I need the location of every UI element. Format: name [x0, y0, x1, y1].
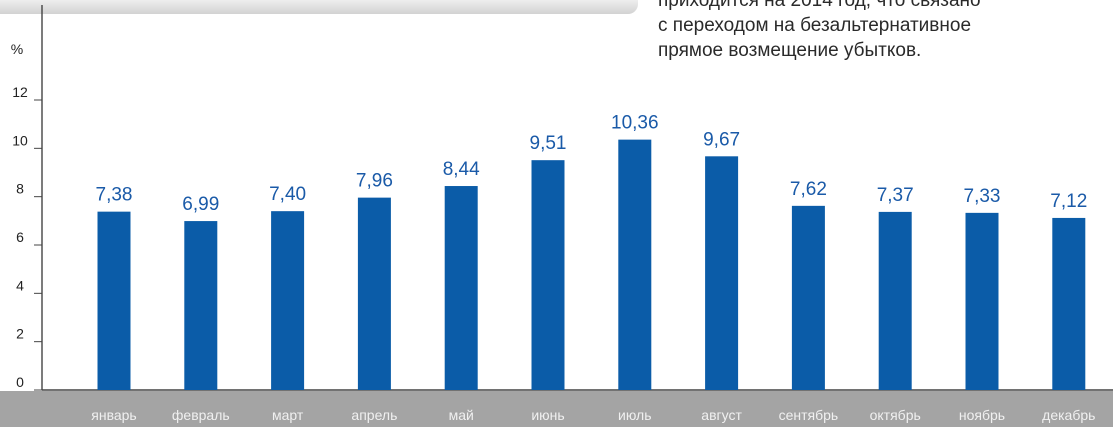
description-line: приходится на 2014 год, что связано [658, 0, 981, 11]
bar-июль [618, 139, 652, 390]
bar-февраль [184, 221, 218, 390]
bars [97, 139, 1086, 390]
value-label: 7,33 [964, 186, 1001, 207]
category-label: сентябрь [779, 407, 839, 423]
bar-июнь [531, 160, 565, 390]
month-labels: январь февраль март апрель май июнь июль август… [91, 407, 1095, 423]
bar-сентябрь [791, 205, 825, 390]
value-label: 7,38 [96, 185, 133, 206]
value-label: 7,37 [877, 185, 914, 206]
category-label: февраль [172, 407, 230, 423]
header-strip [0, 0, 638, 14]
category-label: май [449, 407, 474, 423]
value-label: 8,44 [443, 159, 480, 180]
value-label: 6,99 [182, 194, 219, 215]
y-tick-label: 0 [16, 374, 24, 390]
value-label: 7,40 [269, 184, 306, 205]
value-label: 7,12 [1050, 191, 1087, 212]
y-tick-label: 4 [16, 277, 24, 293]
y-tick-label: 10 [12, 132, 28, 148]
category-label: январь [91, 407, 136, 423]
category-label: август [701, 407, 742, 423]
y-axis-ticks: 0 2 4 6 8 10 12 [12, 84, 42, 391]
category-label: март [272, 407, 304, 423]
value-label: 9,51 [530, 133, 567, 154]
value-label: 7,96 [356, 171, 393, 192]
category-label: декабрь [1042, 407, 1095, 423]
bar-апрель [357, 197, 391, 390]
y-tick-label: 12 [12, 84, 28, 100]
bar-январь [97, 211, 131, 390]
y-tick-label: 8 [16, 181, 24, 197]
bar-март [271, 211, 305, 390]
value-label: 9,67 [703, 129, 740, 150]
y-tick-label: 6 [16, 229, 24, 245]
bar-октябрь [878, 211, 912, 390]
category-label: апрель [351, 407, 397, 423]
description-text: приходится на 2014 год, что связано с пе… [658, 0, 1094, 63]
bar-ноябрь [965, 212, 999, 390]
description-line: с переходом на безальтернативное [658, 15, 972, 36]
bar-декабрь [1052, 217, 1086, 390]
value-label: 7,62 [790, 179, 827, 200]
category-label: июль [618, 407, 651, 423]
category-label: ноябрь [959, 407, 1005, 423]
y-tick-label: 2 [16, 326, 24, 342]
value-label: 10,36 [611, 113, 659, 134]
bar-май [444, 186, 478, 390]
bar-август [705, 156, 739, 390]
value-labels: 7,38 6,99 7,40 7,96 8,44 9,51 10,36 9,67 7,62 7,3… [96, 113, 1088, 215]
description-line: прямое возмещение убытков. [658, 40, 922, 61]
category-label: октябрь [870, 407, 921, 423]
category-label: июнь [531, 407, 564, 423]
y-axis-unit-label: % [11, 41, 23, 57]
category-band [0, 391, 1113, 427]
